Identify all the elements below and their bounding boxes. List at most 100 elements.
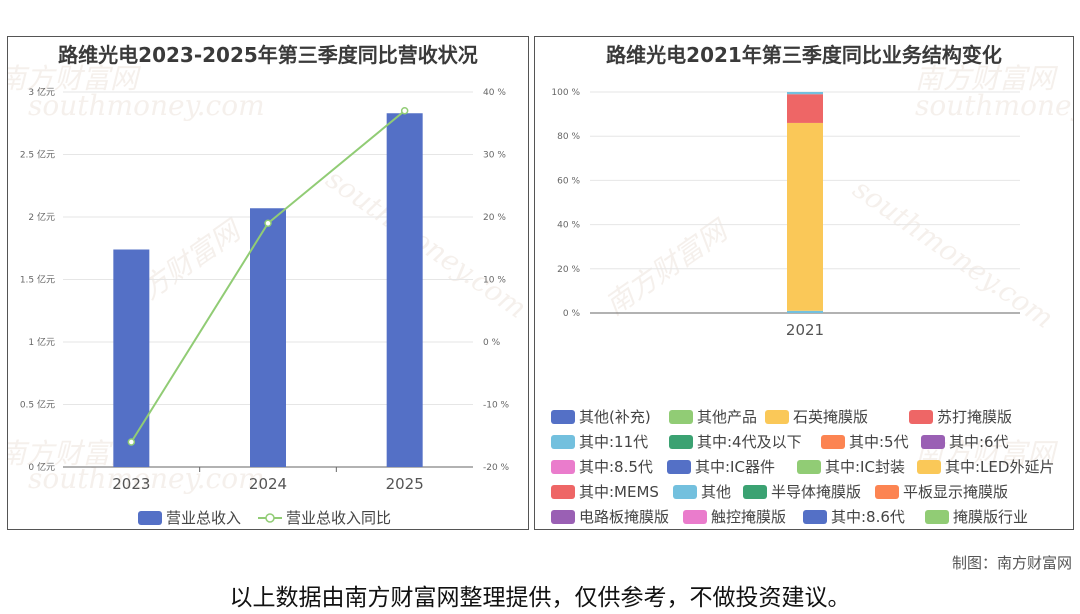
legend-swatch	[875, 484, 899, 499]
chart-legend: 其他(补充) 其他产品 石英掩膜版 苏打掩膜版 其中:11代 其中:4代及以下 其中:5代其…	[535, 406, 1073, 529]
legend-item[interactable]: 其他	[673, 481, 731, 502]
legend-label: 营业总收入	[166, 509, 242, 527]
x-tick-label: 2025	[386, 475, 424, 493]
y-tick-label: 20 %	[557, 265, 580, 275]
y-tick-label: 0 %	[563, 309, 581, 319]
legend-label: 其中:5代	[849, 433, 909, 451]
legend-item[interactable]: 掩膜版行业	[925, 506, 1028, 527]
line-point	[264, 219, 272, 227]
legend-swatch	[921, 434, 945, 449]
legend-label: 半导体掩膜版	[771, 483, 862, 501]
legend-label: 其中:11代	[579, 433, 649, 451]
legend-label: 其中:8.6代	[831, 508, 905, 526]
y-tick-label-left: 3 亿元	[28, 86, 55, 98]
legend-item[interactable]: 苏打掩膜版	[909, 406, 1012, 427]
legend-swatch	[925, 509, 949, 524]
legend-item[interactable]: 其中:8.6代	[803, 506, 905, 527]
legend-item[interactable]: 其中:8.5代	[551, 456, 653, 477]
legend-swatch	[909, 409, 933, 424]
disclaimer-note: 以上数据由南方财富网整理提供，仅供参考，不做投资建议。	[229, 585, 851, 611]
y-tick-label-right: 10 %	[483, 276, 506, 286]
legend-label: 其中:8.5代	[579, 458, 653, 476]
legend-swatch	[551, 409, 575, 424]
legend-item[interactable]: 平板显示掩膜版	[875, 481, 1008, 502]
chart-legend: 营业总收入 营业总收入同比	[8, 507, 528, 528]
legend-swatch	[683, 509, 707, 524]
legend-item[interactable]: 电路板掩膜版	[551, 506, 669, 527]
legend-swatch	[917, 459, 941, 474]
legend-line-swatch	[258, 512, 282, 523]
legend-swatch	[551, 509, 575, 524]
legend-label: 其他(补充)	[579, 408, 651, 426]
legend-swatch	[667, 459, 691, 474]
y-tick-label-left: 1 亿元	[28, 336, 55, 348]
legend-swatch	[551, 459, 575, 474]
legend-label: 其中:MEMS	[579, 483, 659, 501]
legend-swatch	[138, 510, 162, 525]
right-chart-panel: 南方财富网 southmoney.com 南方财富网 southmoney.co…	[534, 36, 1074, 530]
x-tick-label: 2024	[249, 475, 287, 493]
legend-swatch	[765, 409, 789, 424]
legend-swatch	[803, 509, 827, 524]
legend-item[interactable]: 半导体掩膜版	[743, 481, 861, 502]
left-chart-panel: 南方财富网 southmoney.com 南方财富网 southmoney.co…	[7, 36, 529, 530]
legend-label: 其中:6代	[949, 433, 1009, 451]
legend-swatch	[821, 434, 845, 449]
x-tick-label: 2023	[112, 475, 150, 493]
y-tick-label-left: 2.5 亿元	[20, 149, 55, 161]
legend-swatch	[673, 484, 697, 499]
legend-item[interactable]: 营业总收入	[138, 507, 241, 528]
y-tick-label-right: 30 %	[483, 151, 506, 161]
line-point	[400, 107, 409, 115]
y-tick-label: 100 %	[551, 88, 580, 98]
legend-item[interactable]: 营业总收入同比	[258, 507, 391, 528]
chart-title: 路维光电2021年第三季度同比业务结构变化	[606, 43, 1002, 67]
chart-title: 路维光电2023-2025年第三季度同比营收状况	[58, 43, 478, 67]
legend-label: 其他产品	[697, 408, 758, 426]
bar	[386, 113, 423, 467]
legend-item[interactable]: 其中:IC器件	[667, 456, 775, 477]
legend-item[interactable]: 其中:11代	[551, 431, 648, 452]
legend-label: 电路板掩膜版	[579, 508, 670, 526]
legend-label: 其中:IC封装	[825, 458, 905, 476]
legend-label: 其中:IC器件	[695, 458, 775, 476]
legend-swatch	[797, 459, 821, 474]
legend-item[interactable]: 触控掩膜版	[683, 506, 786, 527]
y-tick-label: 60 %	[557, 176, 580, 186]
legend-label: 其中:LED外延片	[945, 458, 1055, 476]
legend-item[interactable]: 其中:LED外延片	[917, 456, 1054, 477]
legend-item[interactable]: 其中:5代	[821, 431, 909, 452]
legend-item[interactable]: 石英掩膜版	[765, 406, 868, 427]
y-tick-label: 40 %	[557, 221, 580, 231]
bar	[113, 249, 150, 467]
legend-swatch	[551, 434, 575, 449]
legend-swatch	[743, 484, 767, 499]
legend-label: 触控掩膜版	[711, 508, 787, 526]
legend-label: 其他	[701, 483, 732, 501]
legend-item[interactable]: 其中:MEMS	[551, 481, 659, 502]
legend-label: 苏打掩膜版	[937, 408, 1013, 426]
legend-item[interactable]: 其他(补充)	[551, 406, 651, 427]
y-tick-label-left: 1.5 亿元	[20, 274, 55, 286]
stacked-bar-segment	[787, 122, 823, 311]
legend-label: 掩膜版行业	[953, 508, 1029, 526]
left-chart-svg: 0 亿元 0.5 亿元 1 亿元 1.5 亿元 2 亿元 2.5 亿元 3 亿元 -20 % -…	[20, 86, 510, 493]
legend-label: 营业总收入同比	[286, 509, 392, 527]
legend-item[interactable]: 其中:6代	[921, 431, 1009, 452]
legend-item[interactable]: 其中:4代及以下	[669, 431, 802, 452]
y-tick-label-right: -10 %	[483, 401, 510, 411]
legend-swatch	[551, 484, 575, 499]
y-tick-label-left: 0.5 亿元	[20, 399, 55, 411]
y-tick-label-right: -20 %	[483, 463, 510, 473]
line-point	[127, 438, 136, 446]
stacked-bar-segment	[787, 94, 823, 123]
legend-label: 平板显示掩膜版	[903, 483, 1009, 501]
legend-item[interactable]: 其他产品	[669, 406, 757, 427]
legend-item[interactable]: 其中:IC封装	[797, 456, 905, 477]
chart-credit: 制图：南方财富网	[951, 554, 1072, 572]
legend-label: 其中:4代及以下	[697, 433, 802, 451]
right-chart-svg: 0 % 20 % 40 % 60 % 80 % 100 % 2021	[551, 88, 1020, 339]
y-tick-label: 80 %	[557, 132, 580, 142]
y-tick-label-right: 0 %	[483, 338, 501, 348]
legend-swatch	[669, 409, 693, 424]
